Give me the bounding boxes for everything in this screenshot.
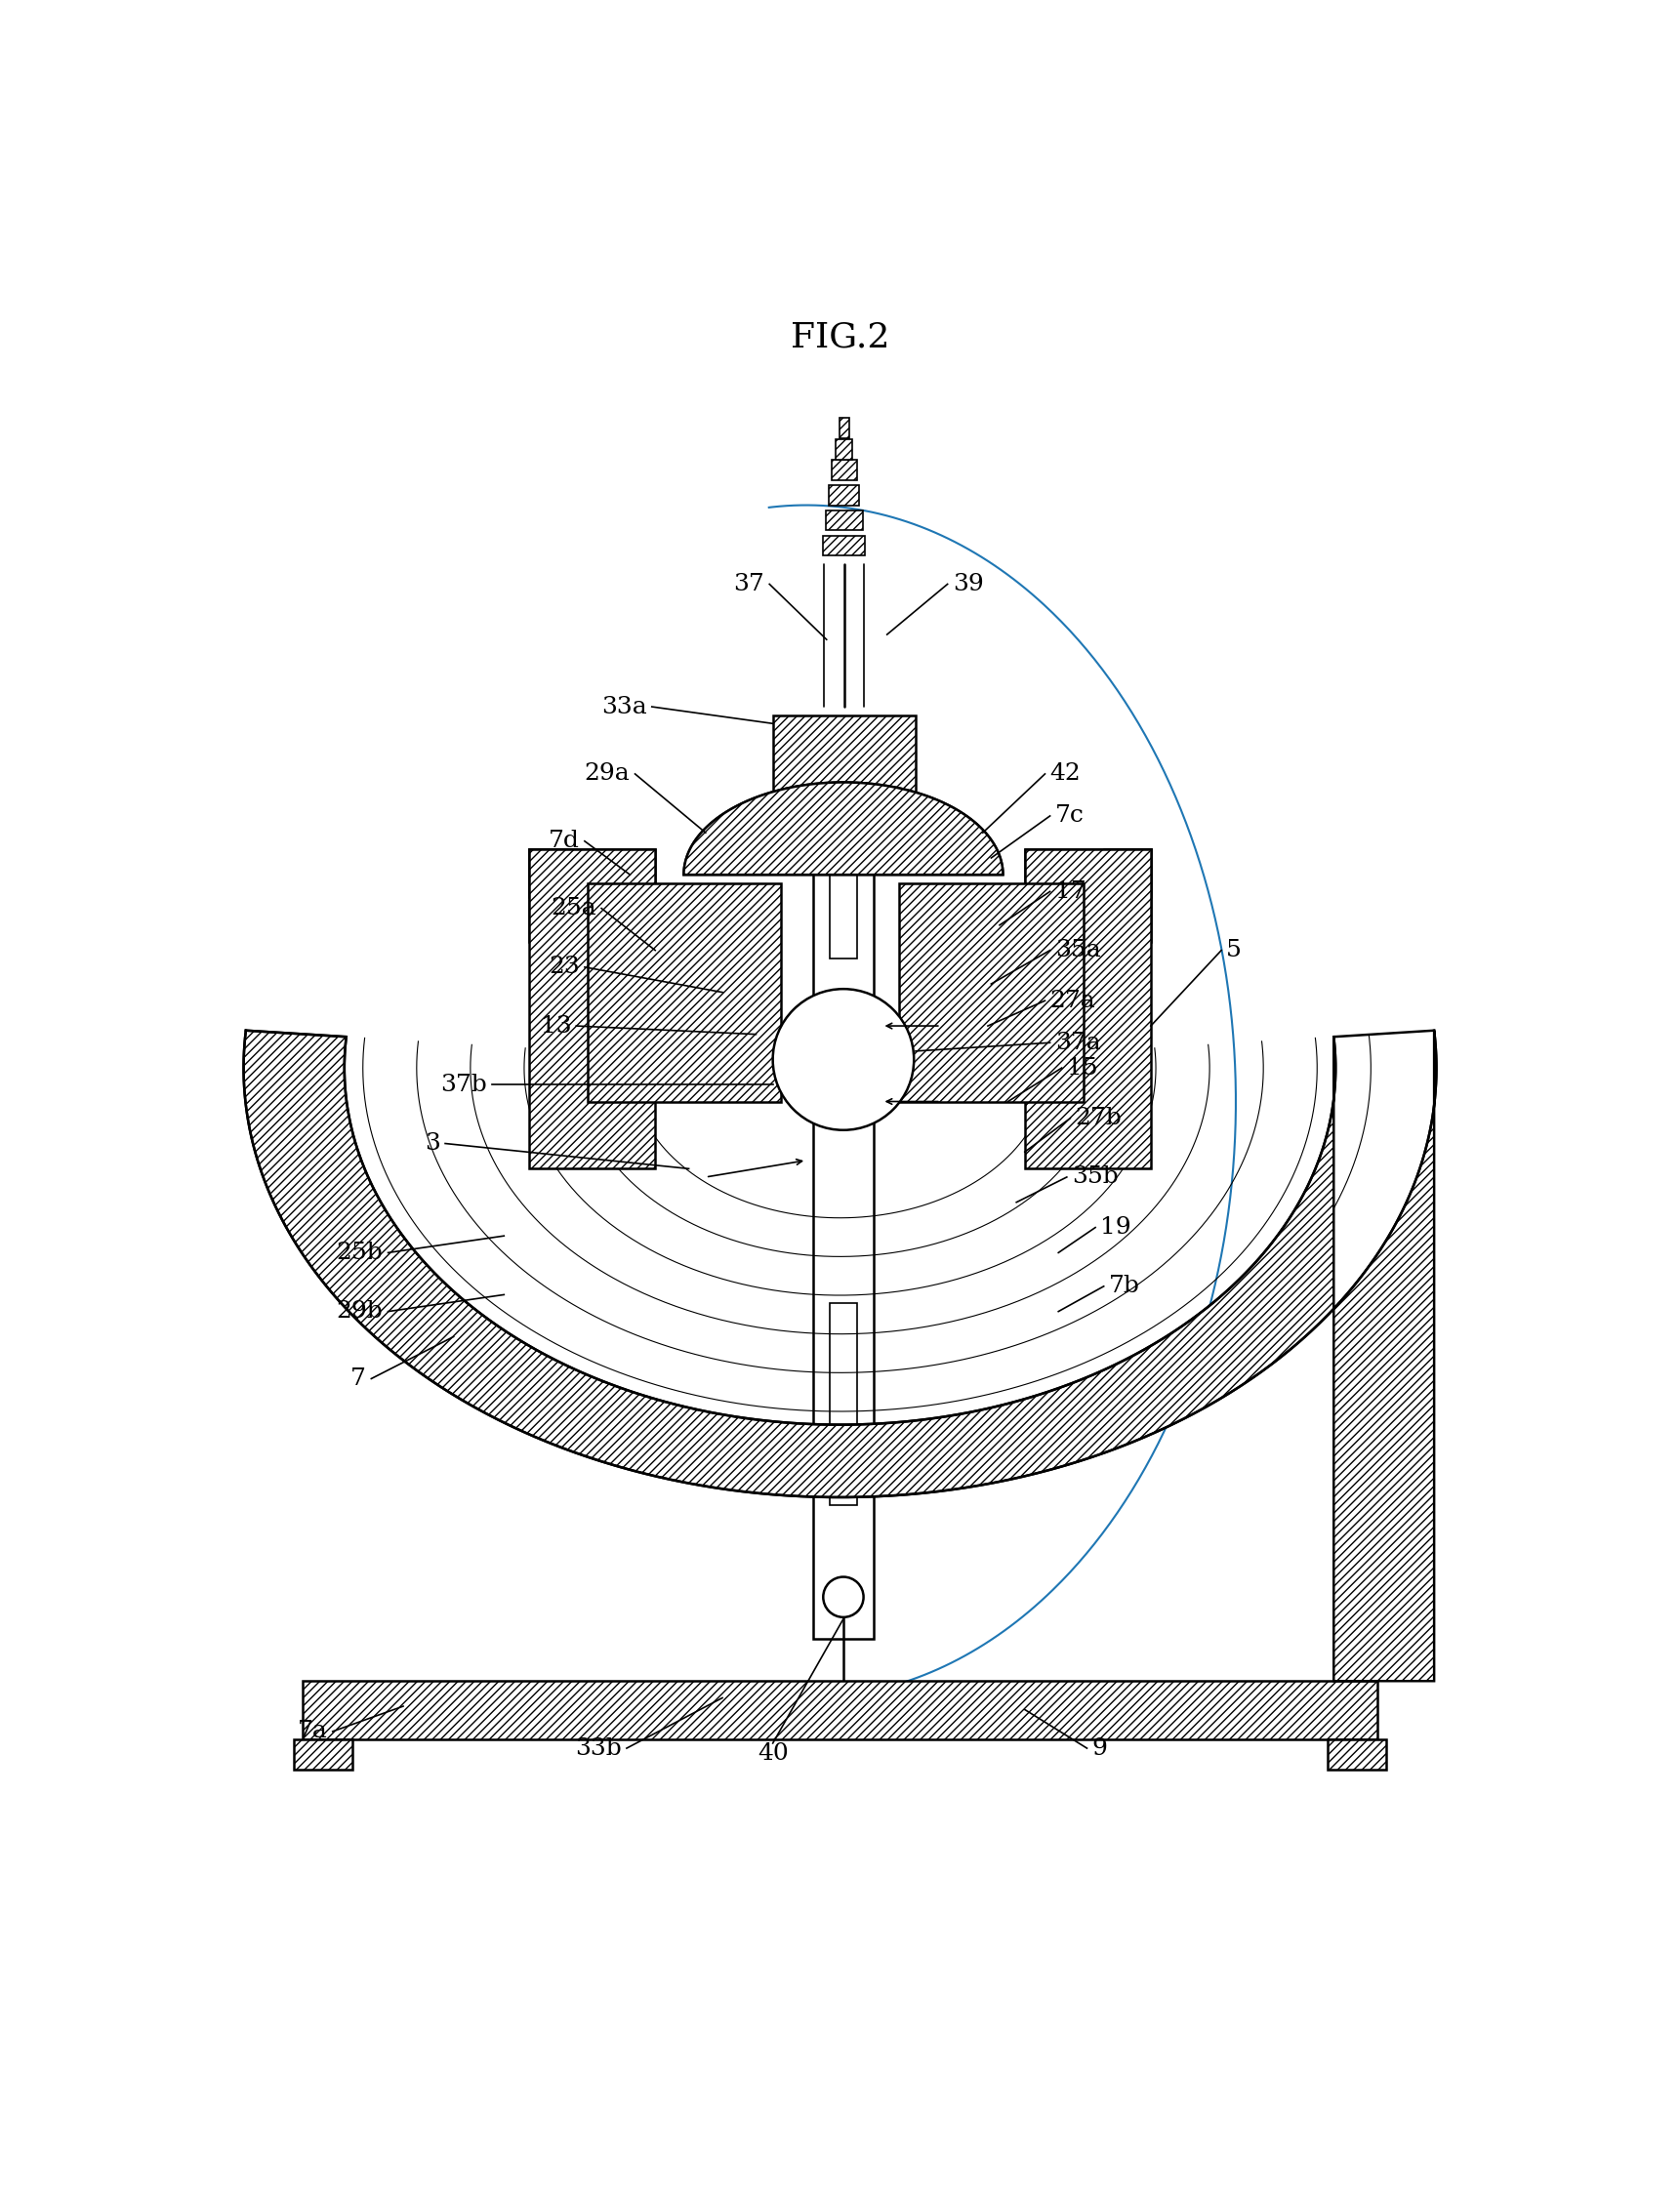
Bar bbox=[773, 716, 916, 815]
Bar bbox=[529, 850, 655, 1170]
Text: 27b: 27b bbox=[1075, 1108, 1122, 1130]
Text: 29a: 29a bbox=[585, 762, 630, 784]
Text: FIG.2: FIG.2 bbox=[791, 319, 889, 352]
Circle shape bbox=[823, 1577, 864, 1617]
Text: 3: 3 bbox=[425, 1132, 440, 1154]
Polygon shape bbox=[684, 782, 1003, 875]
Text: 25a: 25a bbox=[551, 897, 596, 919]
Bar bbox=[529, 850, 655, 897]
Text: 7c: 7c bbox=[1055, 804, 1084, 826]
Bar bbox=[294, 1740, 353, 1769]
Text: 7: 7 bbox=[351, 1368, 366, 1390]
Text: 7d: 7d bbox=[548, 831, 580, 853]
Bar bbox=[840, 419, 850, 438]
Bar bbox=[837, 441, 853, 460]
Bar bbox=[1025, 850, 1151, 897]
Text: 42: 42 bbox=[1050, 762, 1080, 784]
Text: 39: 39 bbox=[953, 573, 983, 595]
Circle shape bbox=[773, 989, 914, 1130]
Text: 5: 5 bbox=[1226, 938, 1242, 961]
Bar bbox=[830, 1304, 857, 1505]
Bar bbox=[827, 511, 864, 531]
Bar bbox=[813, 740, 874, 1639]
Text: 25b: 25b bbox=[336, 1242, 383, 1265]
Bar bbox=[529, 850, 576, 943]
Text: 15: 15 bbox=[1067, 1057, 1097, 1079]
Text: 37: 37 bbox=[734, 573, 764, 595]
Text: 40: 40 bbox=[758, 1743, 788, 1765]
Bar bbox=[899, 883, 1084, 1102]
Polygon shape bbox=[684, 782, 1003, 875]
Text: 33a: 33a bbox=[601, 696, 647, 718]
Text: 13: 13 bbox=[541, 1016, 571, 1038]
Text: 37b: 37b bbox=[440, 1073, 487, 1095]
Bar bbox=[830, 485, 860, 504]
Text: 37a: 37a bbox=[1055, 1031, 1100, 1053]
Bar bbox=[823, 535, 865, 555]
Text: 33b: 33b bbox=[575, 1736, 622, 1760]
Text: 7a: 7a bbox=[297, 1721, 328, 1743]
Text: 35b: 35b bbox=[1072, 1165, 1119, 1187]
Bar bbox=[832, 809, 858, 1110]
Text: 27a: 27a bbox=[1050, 989, 1095, 1011]
Text: 17: 17 bbox=[1055, 881, 1085, 903]
Bar bbox=[830, 758, 857, 958]
Bar bbox=[302, 1681, 1378, 1740]
Bar bbox=[1104, 850, 1151, 943]
Text: 29b: 29b bbox=[336, 1300, 383, 1322]
Text: 9: 9 bbox=[1092, 1736, 1107, 1760]
Text: 7b: 7b bbox=[1109, 1276, 1141, 1298]
Text: 19: 19 bbox=[1100, 1216, 1131, 1238]
Bar bbox=[588, 883, 781, 1102]
Bar bbox=[832, 460, 857, 480]
Polygon shape bbox=[244, 1031, 1436, 1681]
Text: 23: 23 bbox=[549, 956, 580, 978]
Text: 35a: 35a bbox=[1055, 938, 1100, 961]
Bar bbox=[1025, 850, 1151, 1170]
Bar bbox=[1327, 1740, 1386, 1769]
